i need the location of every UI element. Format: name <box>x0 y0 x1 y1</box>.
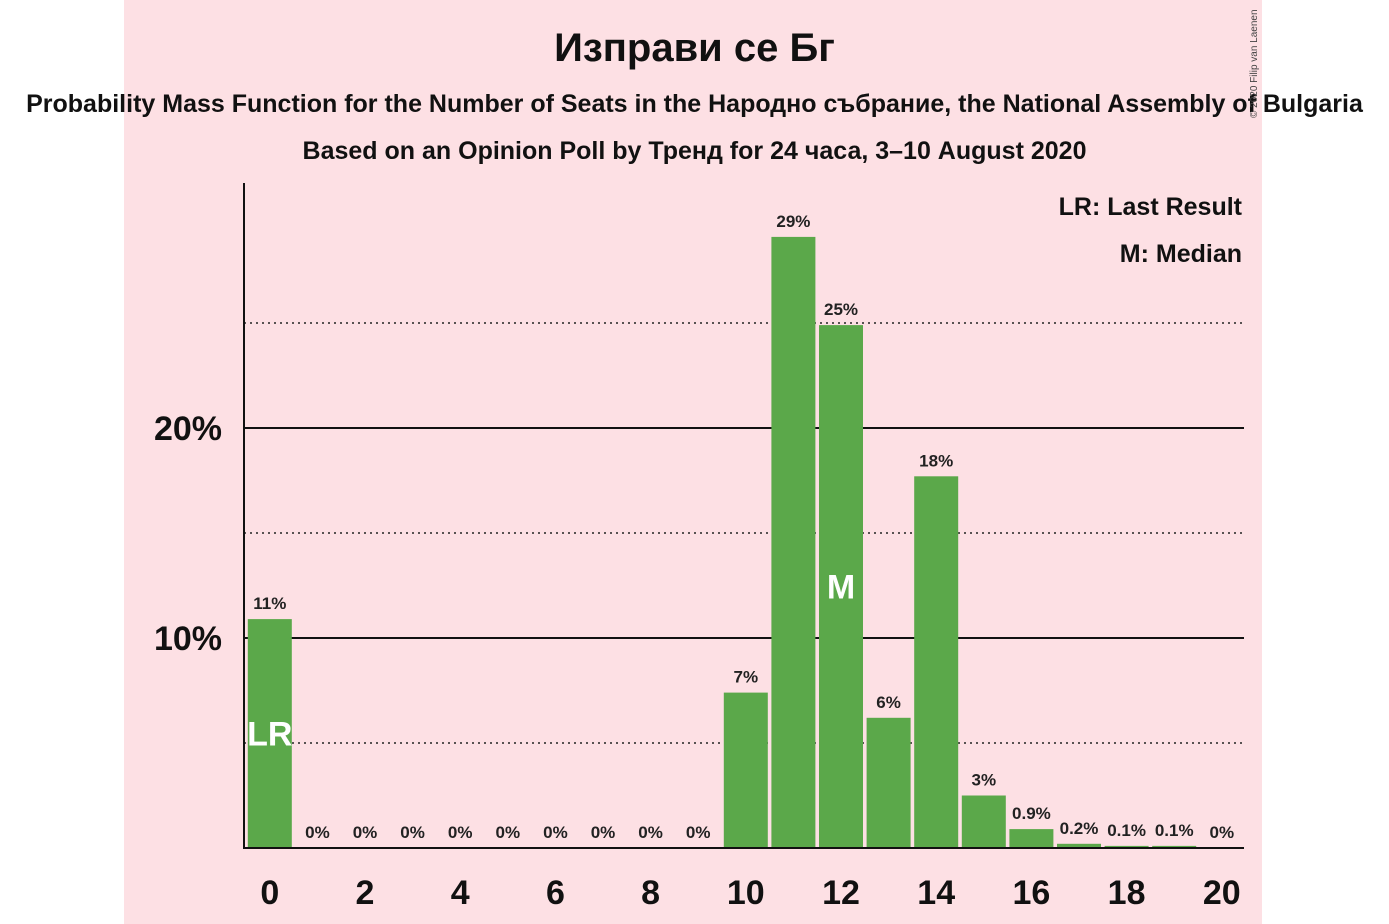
x-tick-label: 0 <box>260 874 279 912</box>
data-label: 0% <box>353 823 378 842</box>
legend: LR: Last Result M: Median <box>1059 184 1242 278</box>
x-tick-label: 16 <box>1012 874 1050 912</box>
x-tick-label: 2 <box>356 874 375 912</box>
data-label: 11% <box>253 594 286 613</box>
data-label: 0.2% <box>1060 819 1099 838</box>
bar <box>1009 829 1054 848</box>
data-label: 29% <box>776 212 810 231</box>
bar <box>819 325 863 849</box>
bar <box>914 476 959 848</box>
x-tick-label: 14 <box>917 874 955 912</box>
bar <box>1057 843 1101 848</box>
data-label: 7% <box>734 668 759 687</box>
data-label: 0.1% <box>1155 821 1194 840</box>
x-tick-label: 10 <box>727 874 765 912</box>
data-label: 0.9% <box>1012 804 1051 823</box>
data-label: 25% <box>824 300 858 319</box>
data-label: 0% <box>1210 823 1235 842</box>
median-marker: M <box>827 569 855 607</box>
bar <box>771 236 816 848</box>
data-label: 0% <box>496 823 521 842</box>
x-tick-label: 18 <box>1108 874 1146 912</box>
x-tick-label: 4 <box>451 874 470 912</box>
bar <box>1104 845 1149 848</box>
y-tick-label: 20% <box>154 410 222 448</box>
data-label: 0% <box>448 823 473 842</box>
chart-subtitle: Probability Mass Function for the Number… <box>26 90 1363 118</box>
data-label: 6% <box>876 693 901 712</box>
x-tick-label: 12 <box>822 874 860 912</box>
bar <box>961 795 1006 848</box>
legend-last-result: LR: Last Result <box>1058 193 1242 221</box>
chart-background <box>124 0 1262 924</box>
data-label: 0% <box>305 823 330 842</box>
chart-title: Изправи се Бг <box>554 26 835 70</box>
x-tick-label: 6 <box>546 874 565 912</box>
legend-median: M: Median <box>1119 240 1242 268</box>
bar <box>723 692 768 848</box>
x-tick-label: 20 <box>1203 874 1241 912</box>
data-label: 0% <box>638 823 663 842</box>
data-label: 0.1% <box>1107 821 1146 840</box>
chart-source-line: Based on an Opinion Poll by Тренд for 24… <box>302 137 1087 165</box>
bar <box>247 619 292 848</box>
x-tick-label: 8 <box>641 874 660 912</box>
data-label: 0% <box>686 823 711 842</box>
data-label: 18% <box>919 451 953 470</box>
last-result-marker: LR <box>247 716 292 754</box>
data-label: 0% <box>543 823 568 842</box>
bar <box>1152 845 1197 848</box>
bar <box>866 717 911 848</box>
data-label: 0% <box>400 823 425 842</box>
y-tick-label: 10% <box>154 620 222 658</box>
data-label: 3% <box>972 771 997 790</box>
data-label: 0% <box>591 823 616 842</box>
